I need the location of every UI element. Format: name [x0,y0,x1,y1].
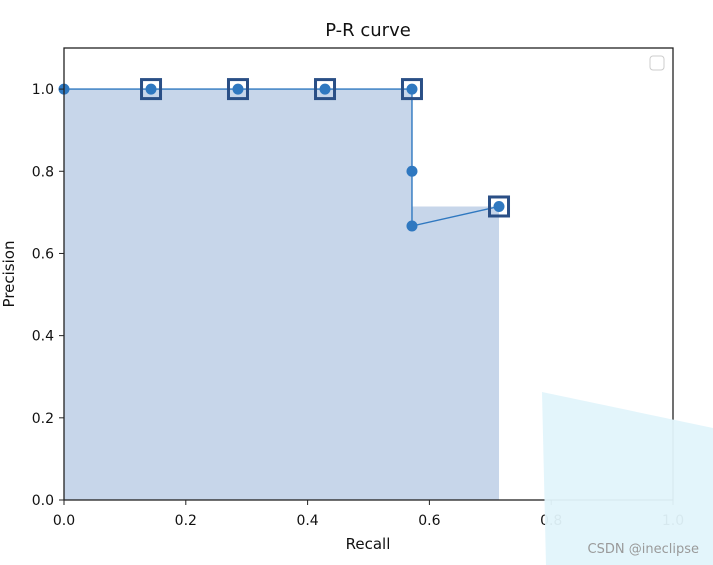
legend-box [649,55,665,71]
pr-point [232,83,244,95]
y-tick-label: 0.4 [32,329,54,345]
x-tick-label: 0.2 [175,513,197,529]
y-axis-ticks: 0.0 0.2 0.4 0.6 0.8 1.0 [32,82,64,509]
watermark-text: CSDN @ineclipse [588,542,699,557]
pr-line [64,88,500,227]
x-axis-label: Recall [346,535,391,553]
y-tick-label: 0.6 [32,246,54,262]
y-tick-label: 0.2 [32,411,54,427]
x-tick-label: 0.0 [53,513,75,529]
pr-point [406,83,418,95]
pr-square-marker [314,78,337,101]
y-tick-label: 0.8 [32,164,54,180]
pr-point [319,83,331,95]
chart-title: P-R curve [325,20,411,41]
area-layer [64,89,500,500]
pr-point [145,83,157,95]
pr-square-marker [140,78,163,101]
line-layer [64,88,500,227]
y-axis-label: Precision [0,241,18,308]
point-layer [58,83,505,232]
y-tick-label: 1.0 [32,82,54,98]
plot-frame [63,47,674,501]
pr-point [493,200,505,212]
marker-layer [140,78,511,218]
pr-square-marker [488,195,511,218]
pr-area-fill [64,89,500,500]
x-tick-label: 0.6 [418,513,440,529]
x-tick-label: 0.4 [296,513,318,529]
pr-point [406,165,418,177]
pr-point [406,220,418,232]
y-tick-label: 0.0 [32,493,54,509]
pr-square-marker [400,78,423,101]
watermark-overlay [542,392,713,565]
pr-square-marker [226,78,249,101]
